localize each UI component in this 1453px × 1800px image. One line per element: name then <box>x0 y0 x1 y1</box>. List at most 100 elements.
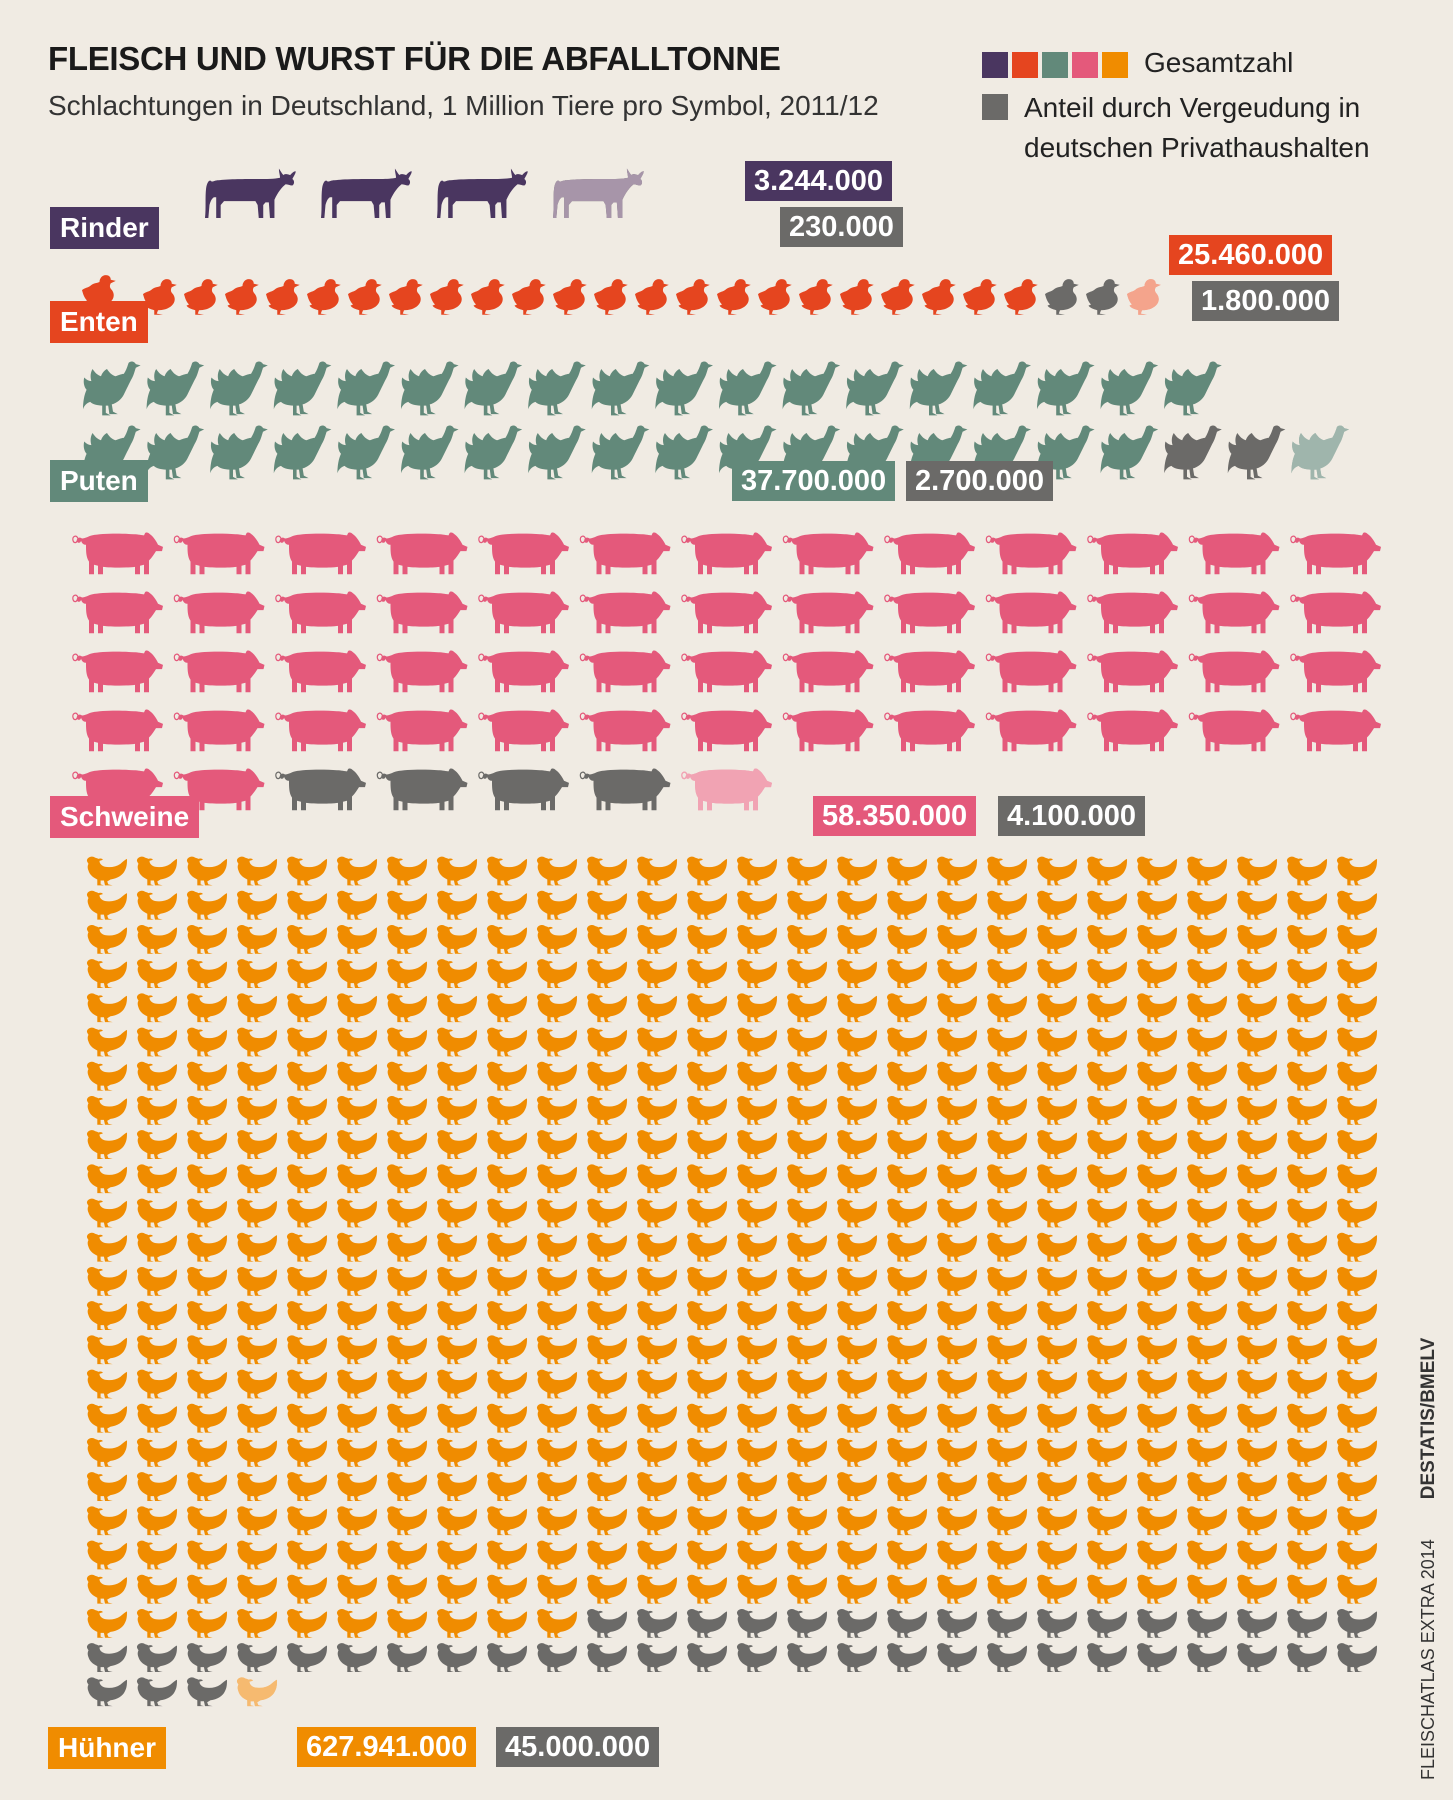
chicken-symbol <box>486 1335 527 1365</box>
chicken-symbol <box>936 993 977 1023</box>
chicken-symbol <box>86 1677 127 1707</box>
chicken-symbol <box>686 1643 727 1672</box>
chicken-symbol <box>436 1095 477 1125</box>
chicken-symbol <box>1036 1061 1077 1091</box>
chicken-symbol <box>336 1164 377 1194</box>
chicken-symbol <box>286 1403 327 1433</box>
duck-symbol <box>635 279 669 315</box>
chicken-symbol <box>486 1540 527 1570</box>
chicken-symbol <box>936 1095 977 1125</box>
turkey-symbol <box>146 425 205 480</box>
chicken-symbol <box>1186 1403 1227 1433</box>
chicken-symbol <box>836 1164 877 1194</box>
chicken-symbol <box>86 1198 127 1228</box>
turkey-symbol <box>273 425 332 480</box>
chicken-symbol <box>286 856 327 886</box>
chicken-symbol <box>636 1130 677 1159</box>
chicken-symbol <box>836 1130 877 1159</box>
chicken-symbol <box>336 1574 377 1604</box>
chicken-symbol <box>836 1095 877 1125</box>
chicken-symbol <box>186 1027 227 1057</box>
chicken-symbol <box>336 1506 377 1536</box>
chicken-symbol <box>836 1643 877 1672</box>
chicken-symbol <box>786 1472 827 1501</box>
chicken-symbol <box>1336 1369 1377 1399</box>
pig-symbol <box>884 649 976 693</box>
chicken-symbol <box>586 1061 627 1091</box>
chicken-symbol <box>1236 1369 1277 1399</box>
chicken-symbol <box>1236 993 1277 1023</box>
chicken-symbol <box>336 856 377 886</box>
chicken-symbol <box>486 993 527 1023</box>
chicken-symbol <box>436 1198 477 1228</box>
chicken-symbol <box>136 1301 177 1330</box>
chicken-symbol <box>586 1540 627 1570</box>
turkey-symbol <box>401 361 459 416</box>
chicken-symbol <box>1186 1130 1227 1159</box>
chicken-symbol <box>1236 1335 1277 1365</box>
chicken-symbol <box>1236 1198 1277 1228</box>
chicken-symbol <box>136 1198 177 1228</box>
chicken-symbol <box>1286 1130 1327 1159</box>
chicken-symbol <box>186 1232 227 1262</box>
chicken-symbol <box>986 1437 1027 1467</box>
chicken-symbol <box>386 1506 427 1536</box>
chicken-symbol <box>686 1164 727 1194</box>
chicken-symbol <box>486 1608 527 1638</box>
chicken-symbol <box>1136 993 1177 1023</box>
chicken-symbol <box>1136 1130 1177 1159</box>
chicken-symbol <box>636 1643 677 1672</box>
chicken-symbol <box>1286 1540 1327 1570</box>
chicken-symbol <box>736 1232 777 1262</box>
pig-symbol <box>376 590 469 634</box>
chicken-symbol <box>736 959 777 988</box>
chicken-symbol <box>686 1027 727 1057</box>
chicken-symbol <box>1036 890 1077 920</box>
chicken-symbol <box>536 1232 577 1262</box>
chicken-symbol <box>1336 959 1377 988</box>
chicken-symbol <box>586 1608 627 1638</box>
turkey-symbol <box>401 425 459 480</box>
chicken-symbol <box>886 1472 927 1501</box>
pig-symbol <box>579 767 672 811</box>
chicken-symbol <box>1236 1232 1277 1262</box>
chicken-symbol <box>286 1130 327 1159</box>
chicken-symbol <box>336 1472 377 1501</box>
chicken-symbol <box>1186 1437 1227 1467</box>
chicken-symbol <box>186 924 227 954</box>
chicken-symbol <box>1286 1369 1327 1399</box>
cow-symbol-last <box>553 168 644 218</box>
chicken-symbol <box>136 1095 177 1125</box>
chicken-symbol <box>286 1061 327 1091</box>
chicken-symbol <box>986 993 1027 1023</box>
chicken-symbol <box>436 1506 477 1536</box>
chicken-symbol <box>286 1027 327 1057</box>
chicken-symbol <box>1086 856 1127 886</box>
chicken-symbol <box>436 924 477 954</box>
chicken-symbol <box>586 1266 627 1296</box>
chicken-symbol <box>736 1506 777 1536</box>
pig-symbol <box>782 590 875 634</box>
chicken-symbol <box>486 1164 527 1194</box>
chicken-symbol <box>286 1437 327 1467</box>
chicken-symbol <box>636 1164 677 1194</box>
chicken-symbol <box>536 1574 577 1604</box>
chicken-symbol <box>136 890 177 920</box>
chicken-symbol <box>836 1027 877 1057</box>
chicken-symbol <box>236 1164 277 1194</box>
chicken-symbol <box>386 1403 427 1433</box>
total-value-puten: 37.700.000 <box>732 461 896 501</box>
chicken-symbol <box>186 1335 227 1365</box>
chicken-symbol <box>1186 1369 1227 1399</box>
chicken-symbol <box>1136 959 1177 988</box>
turkey-symbol <box>591 425 650 480</box>
chicken-symbol <box>336 1437 377 1467</box>
chicken-symbol <box>1236 1403 1277 1433</box>
turkey-symbol <box>1100 361 1159 416</box>
chicken-symbol <box>686 959 727 988</box>
chicken-symbol <box>1286 1643 1327 1672</box>
chicken-symbol <box>786 1027 827 1057</box>
turkey-symbol <box>909 361 968 416</box>
chicken-symbol <box>586 1027 627 1057</box>
chicken-symbol <box>436 1540 477 1570</box>
